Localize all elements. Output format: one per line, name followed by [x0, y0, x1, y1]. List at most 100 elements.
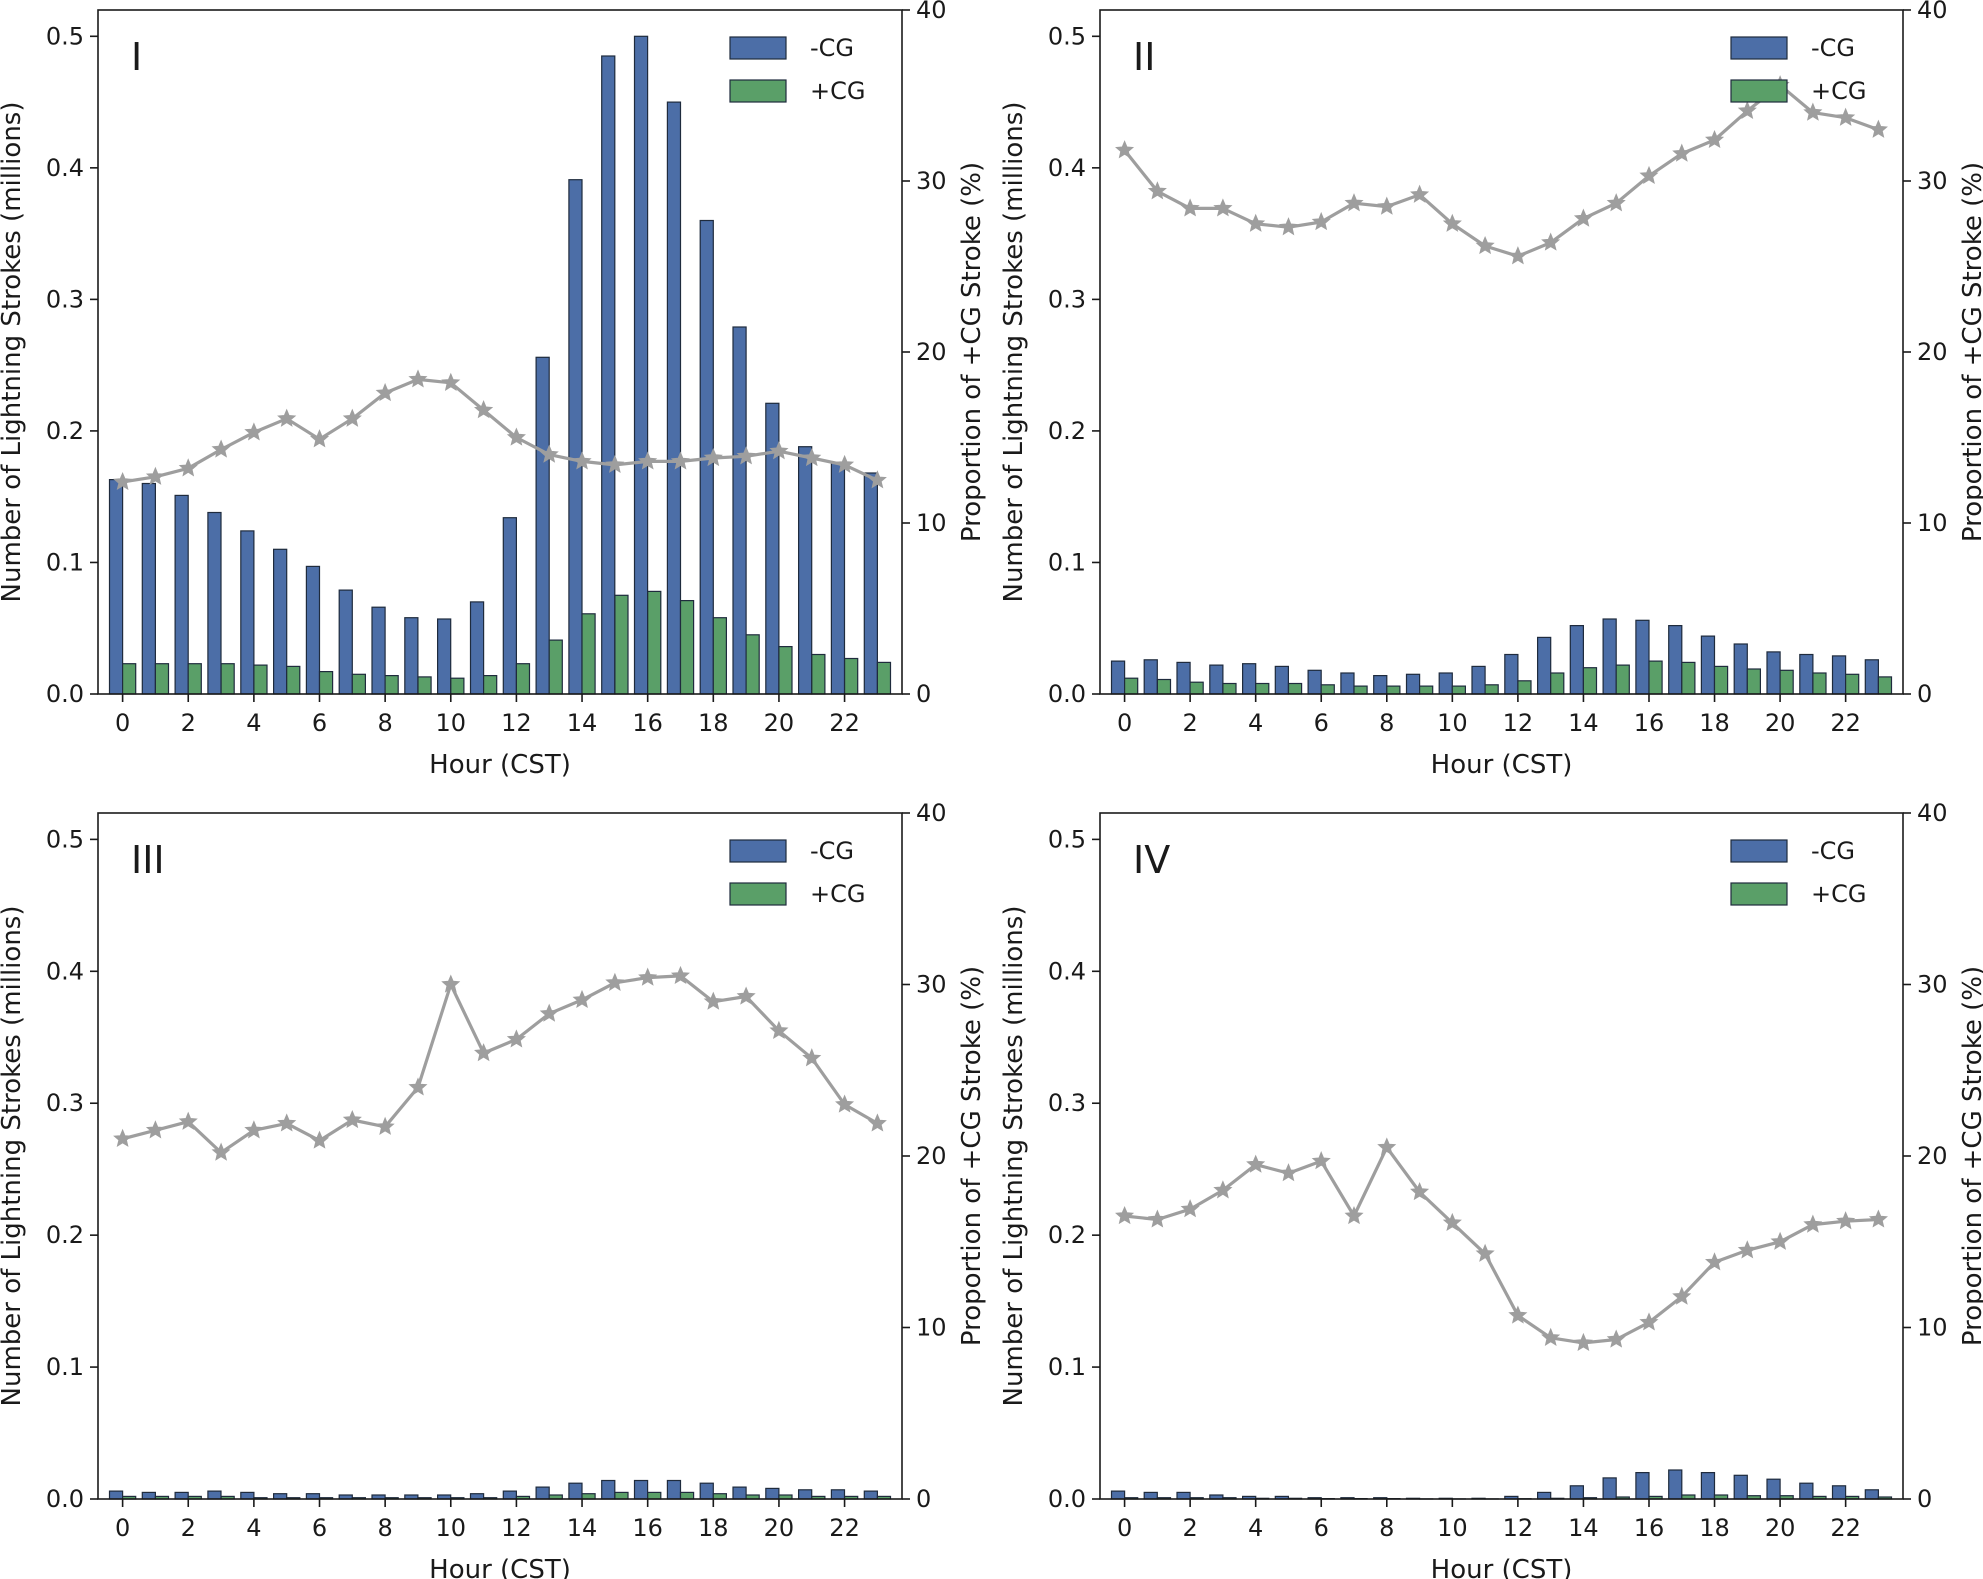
proportion-point: [1344, 1205, 1364, 1225]
bar-pos-cg: [121, 663, 137, 695]
y-right-tick-label: 40: [916, 0, 947, 24]
x-tick-label: 6: [312, 1514, 327, 1542]
bar-neg-cg: [108, 479, 124, 695]
bar-pos-cg: [1189, 681, 1204, 695]
legend-swatch-neg-cg: [1730, 36, 1788, 60]
x-tick-label: 0: [1117, 709, 1132, 737]
bar-neg-cg: [1340, 672, 1355, 695]
proportion-point: [342, 408, 362, 427]
bar-pos-cg: [1255, 682, 1270, 695]
bar-pos-cg: [253, 664, 268, 695]
bar-pos-cg: [1681, 661, 1696, 695]
x-tick-label: 10: [1437, 709, 1468, 737]
proportion-point: [1311, 211, 1331, 231]
proportion-point: [1475, 235, 1495, 255]
x-tick-label: 10: [436, 709, 467, 737]
y-tick-label: 0.4: [1048, 957, 1086, 985]
y-tick-label: 0.4: [46, 154, 84, 182]
x-axis-title: Hour (CST): [429, 750, 571, 780]
bar-pos-cg: [647, 1491, 662, 1500]
proportion-point: [408, 369, 428, 388]
bar-pos-cg: [548, 639, 563, 695]
bar-neg-cg: [1700, 1471, 1716, 1500]
legend-label-pos-cg: +CG: [810, 77, 865, 105]
legend-label-neg-cg: -CG: [1811, 837, 1855, 865]
bar-neg-cg: [601, 55, 616, 695]
bar-pos-cg: [679, 1491, 695, 1500]
proportion-point: [506, 427, 526, 446]
proportion-point: [1606, 1329, 1626, 1348]
y-right-tick-label: 30: [1917, 167, 1948, 195]
y-tick-label: 0.1: [1048, 1353, 1086, 1381]
y-right-tick-label: 10: [916, 1314, 947, 1342]
y-right-tick-label: 40: [916, 799, 947, 827]
proportion-point: [1639, 165, 1659, 185]
proportion-point: [1606, 193, 1626, 212]
x-tick-label: 12: [501, 709, 532, 737]
proportion-point: [572, 989, 592, 1009]
legend-label-pos-cg: +CG: [1811, 880, 1866, 908]
bar-neg-cg: [1307, 669, 1322, 695]
proportion-point: [736, 986, 756, 1005]
plot-frame: [1099, 9, 1904, 695]
bar-neg-cg: [1373, 674, 1388, 695]
bar-neg-cg: [1864, 1489, 1880, 1500]
y-tick-label: 0.3: [46, 1089, 84, 1117]
y-tick-label: 0.0: [46, 1485, 84, 1513]
y-right-tick-label: 10: [1917, 1314, 1948, 1342]
bar-neg-cg: [535, 356, 550, 695]
proportion-point: [867, 1113, 887, 1132]
x-tick-label: 18: [1699, 1514, 1730, 1542]
bar-neg-cg: [1766, 1478, 1781, 1500]
proportion-point: [1836, 1211, 1856, 1230]
bar-neg-cg: [1143, 659, 1158, 695]
proportion-point: [1410, 184, 1430, 203]
bar-pos-cg: [712, 617, 727, 695]
x-tick-label: 8: [1379, 1514, 1394, 1542]
proportion-point: [1278, 1163, 1298, 1182]
proportion-point: [1573, 208, 1593, 227]
bar-pos-cg: [614, 594, 629, 695]
bar-neg-cg: [797, 446, 813, 695]
bar-neg-cg: [1831, 1485, 1847, 1500]
bar-neg-cg: [1569, 1485, 1585, 1500]
y-tick-label: 0.0: [1048, 1485, 1086, 1513]
x-tick-label: 14: [567, 709, 598, 737]
x-tick-label: 20: [1765, 1514, 1796, 1542]
proportion-point: [474, 1043, 494, 1062]
y-right-axis-title: Proportion of +CG Stroke (%): [957, 162, 987, 542]
legend-swatch-neg-cg: [1730, 839, 1788, 863]
x-tick-label: 0: [1117, 1514, 1132, 1542]
bar-neg-cg: [207, 511, 222, 695]
y-tick-label: 0.3: [1048, 1089, 1086, 1117]
bar-neg-cg: [1536, 1491, 1552, 1500]
proportion-point: [1639, 1312, 1659, 1331]
bar-pos-cg: [581, 613, 596, 695]
x-tick-label: 2: [1182, 709, 1197, 737]
bar-neg-cg: [1831, 655, 1847, 695]
proportion-point: [277, 408, 297, 427]
x-tick-label: 16: [632, 709, 663, 737]
bar-neg-cg: [666, 101, 682, 695]
bar-neg-cg: [141, 482, 157, 695]
bar-neg-cg: [1766, 651, 1781, 695]
proportion-point: [835, 1094, 855, 1113]
y-tick-label: 0.4: [46, 957, 84, 985]
bar-neg-cg: [797, 1489, 813, 1500]
bar-pos-cg: [614, 1491, 629, 1500]
bar-neg-cg: [1143, 1491, 1158, 1500]
x-tick-label: 12: [1503, 709, 1534, 737]
bar-neg-cg: [1864, 659, 1880, 695]
proportion-point: [1770, 1231, 1790, 1250]
bar-pos-cg: [1648, 660, 1663, 695]
bar-pos-cg: [286, 665, 301, 695]
x-tick-label: 6: [1314, 709, 1329, 737]
bar-neg-cg: [1700, 635, 1716, 695]
bar-pos-cg: [450, 677, 465, 695]
y-tick-label: 0.1: [46, 1353, 84, 1381]
x-tick-label: 8: [378, 709, 393, 737]
proportion-point: [244, 422, 264, 441]
y-right-tick-label: 0: [916, 1485, 931, 1513]
bar-pos-cg: [384, 674, 399, 695]
proportion-point: [1115, 1205, 1135, 1225]
